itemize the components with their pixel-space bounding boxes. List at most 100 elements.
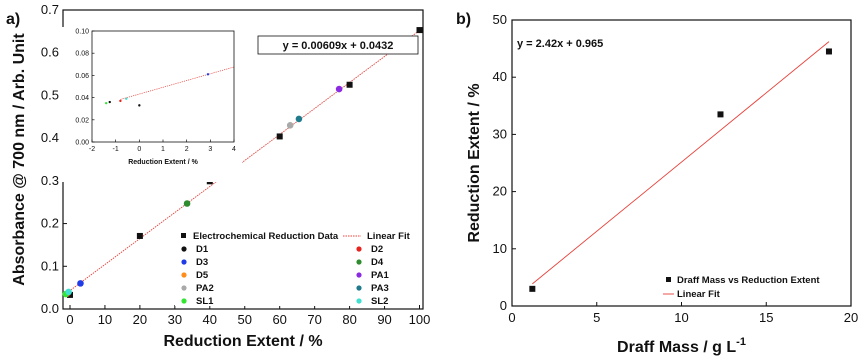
panel-a-equation-frame [257, 35, 419, 55]
panel-a-point-square [416, 27, 423, 34]
panel-b-y-tick-label: 0 [500, 298, 507, 313]
panel-b-y-tick-labels: 0 10 20 30 40 50 [493, 12, 507, 313]
panel-a-inset-x-axis-label: Reduction Extent / % [128, 159, 198, 166]
panel-a-inset-point [119, 99, 122, 103]
panel-a-y-axis-label: Absorbance @ 700 nm / Arb. Unit [11, 33, 28, 286]
panel-a-x-tick-label: 70 [307, 312, 321, 327]
panel-b-y-tick-label: 30 [493, 126, 507, 141]
panel-a-legend-label: Linear Fit [367, 231, 411, 242]
panel-a-inset-y-tick-label: 0.06 [75, 73, 89, 80]
panel-a-inset-x-tick-label: 2 [185, 146, 189, 153]
panel-a-inset-point [138, 104, 141, 107]
panel-a-y-tick-label: 0.4 [41, 130, 59, 145]
panel-b-fit-line [532, 41, 830, 285]
panel-a-inset-x-tick-label: -2 [89, 146, 95, 153]
panel-a-point-d4 [183, 200, 191, 207]
panel-a-point-square [346, 81, 353, 88]
panel-a-inset-point [108, 100, 111, 104]
panel-b-legend-label: Draff Mass vs Reduction Extent [677, 275, 820, 286]
panel-b-x-tick-labels: 0 5 10 15 20 [508, 310, 858, 325]
panel-b-x-axis-label-main: Draff Mass / g L [617, 339, 736, 356]
chart-panel-b: b) 0 5 10 15 20 0 10 20 30 40 50 Draff Mass / g L… [456, 11, 858, 356]
panel-b-legend: Draff Mass vs Reduction Extent Linear Fit [660, 270, 848, 302]
panel-a-legend-label: Electrochemical Reduction Data [193, 231, 339, 242]
panel-a-legend-label: D3 [196, 257, 208, 268]
panel-a-x-tick-label: 0 [66, 312, 73, 327]
panel-a-legend-frame [175, 228, 419, 306]
panel-b-y-tick-label: 50 [493, 12, 507, 27]
panel-a-point-pa1 [335, 85, 343, 93]
panel-a-inset-point [206, 73, 210, 76]
panel-a-legend-label: D2 [371, 244, 383, 255]
panel-b-plot-frame [511, 19, 852, 307]
panel-b-point-square [717, 111, 724, 118]
panel-a-point-d3 [77, 280, 84, 287]
panel-b-x-axis-label: Draff Mass / g L-1 [617, 336, 746, 356]
panel-a-legend-label: D5 [196, 270, 209, 281]
panel-b-data-points [529, 48, 832, 292]
panel-a-point-pa2 [286, 122, 294, 129]
panel-a-equation-box: y = 0.00609x + 0.0432 [257, 35, 419, 55]
panel-label-a: a) [6, 11, 20, 28]
panel-a-point-sl2 [65, 288, 72, 296]
panel-a-equation: y = 0.00609x + 0.0432 [283, 40, 394, 52]
panel-a-point-pa3 [295, 115, 303, 123]
panel-a-legend-label: D1 [196, 244, 209, 255]
panel-b-x-tick-label: 5 [593, 310, 600, 325]
panel-b-legend-label: Linear Fit [677, 289, 721, 300]
panel-a-legend-label: D4 [371, 257, 384, 268]
panel-a-legend-swatch-d1 [181, 246, 187, 252]
panel-a-legend-swatch-d4 [356, 259, 362, 265]
panel-a-x-tick-label: 10 [98, 312, 112, 327]
panel-a-legend-label: PA3 [371, 283, 389, 294]
panel-a-inset-x-tick-label: 4 [232, 146, 236, 153]
panel-a-inset: -2 -1 0 1 2 3 4 0.00 0.02 0.04 0.06 0.08 0.10 Reducti… [62, 27, 242, 182]
panel-b-y-axis-label: Reduction Extent / % [466, 83, 483, 242]
panel-a-y-tick-label: 0.2 [41, 216, 59, 231]
panel-b-legend-swatch-data [666, 277, 671, 282]
panel-a-inset-y-tick-label: 0.08 [75, 51, 89, 58]
panel-b-x-tick-label: 15 [759, 310, 773, 325]
panel-b-x-tick-label: 0 [508, 310, 515, 325]
panel-b-point-square [825, 48, 832, 55]
panel-a-fit-line-path [64, 30, 420, 295]
panel-a-point-square [136, 232, 143, 239]
panel-a-inset-x-tick-label: 0 [137, 146, 141, 153]
panel-b-y-tick-label: 40 [493, 69, 507, 84]
panel-a-inset-x-tick-label: -1 [113, 146, 119, 153]
panel-b-legend-frame [660, 270, 848, 302]
panel-a-y-tick-label: 0.7 [41, 2, 59, 17]
panel-a-legend-label: SL2 [371, 296, 388, 307]
panel-a-x-tick-label: 90 [377, 312, 391, 327]
panel-a-x-tick-label: 20 [133, 312, 147, 327]
panel-a-legend-swatch-pa3 [356, 285, 362, 291]
panel-a-y-tick-label: 0.3 [41, 173, 59, 188]
panel-a-legend: Electrochemical Reduction Data Linear Fit… [175, 228, 419, 307]
panel-a-legend-swatch-d3 [181, 259, 187, 265]
panel-a-legend-swatch-d2 [356, 246, 362, 252]
panel-a-inset-y-tick-label: 0.10 [75, 29, 89, 36]
panel-a-inset-x-tick-label: 1 [161, 146, 165, 153]
panel-a-y-tick-labels: 0.0 0.1 0.2 0.3 0.4 0.5 0.6 0.7 [41, 2, 59, 316]
panel-a-inset-y-tick-label: 0.00 [75, 140, 89, 147]
panel-a-legend-swatch-data [181, 233, 186, 238]
panel-a-inset-point [105, 101, 108, 105]
panel-a-inset-point [125, 97, 128, 100]
panel-a-x-tick-label: 50 [238, 312, 252, 327]
panel-a-inset-x-tick-label: 3 [208, 146, 212, 153]
panel-a-y-tick-label: 0.6 [41, 45, 59, 60]
panel-a-x-tick-label: 80 [342, 312, 356, 327]
panel-a-legend-swatch-pa2 [181, 285, 187, 291]
panel-b-y-tick-label: 10 [493, 241, 507, 256]
panel-b-fit-line-path [532, 41, 830, 285]
panel-a-legend-swatch-pa1 [356, 272, 362, 278]
panel-a-inset-y-tick-label: 0.02 [75, 117, 89, 124]
panel-a-inset-y-tick-label: 0.04 [75, 95, 89, 102]
panel-a-legend-swatch-d5 [181, 272, 187, 278]
panel-a-y-tick-label: 0.1 [41, 258, 59, 273]
panel-a-x-axis-label: Reduction Extent / % [163, 333, 322, 350]
panel-a-x-tick-labels: 0 10 20 30 40 50 60 70 80 90 100 [66, 312, 430, 327]
chart-panel-a: a) 0 10 20 30 40 50 60 70 80 90 100 0.00.10.20.30.… [6, 2, 430, 350]
panel-a-x-tick-label: 100 [409, 312, 431, 327]
